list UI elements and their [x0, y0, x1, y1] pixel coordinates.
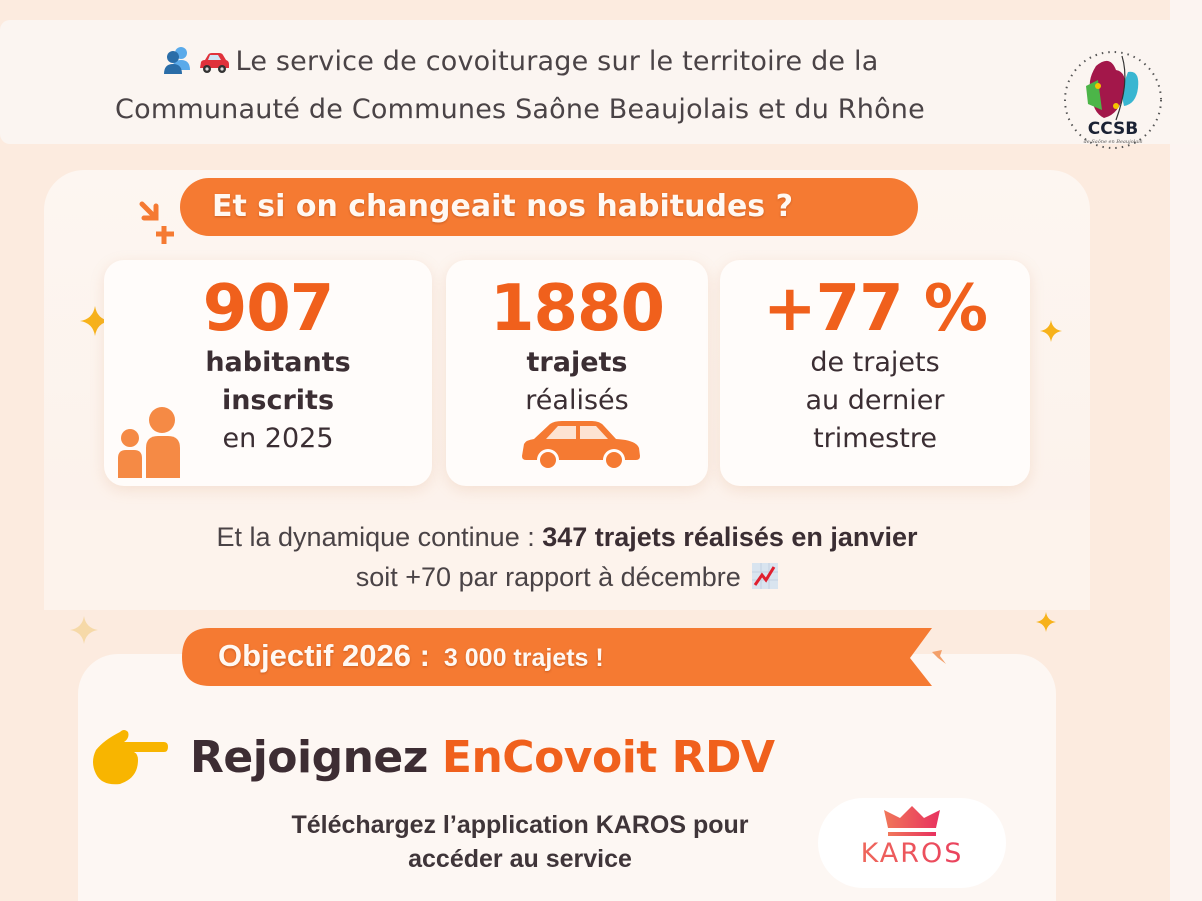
title-line-1: Le service de covoiturage sur le territo… — [235, 46, 879, 77]
stat-label: trimestre — [813, 423, 937, 454]
sparkle-icon — [70, 616, 98, 644]
stat-label: en 2025 — [222, 423, 334, 454]
headline-banner: Et si on changeait nos habitudes ? — [180, 178, 918, 236]
download-instructions: Téléchargez l’application KAROS pour acc… — [291, 811, 749, 873]
stat-label: trajets — [526, 347, 628, 378]
stat-card-trips: 1880 trajets réalisés — [446, 260, 708, 486]
sparkle-icon — [1036, 612, 1056, 632]
objective-value: 3 000 trajets ! — [443, 644, 604, 672]
confetti-icon — [932, 650, 946, 664]
crown-icon — [884, 806, 940, 836]
dynamics-line-2: soit +70 par rapport à décembre — [44, 562, 1090, 593]
dynamics-line-1: Et la dynamique continue : 347 trajets r… — [216, 522, 918, 552]
stat-label: habitants — [205, 347, 351, 378]
objective-label: Objectif 2026 : — [218, 638, 430, 673]
people-icon — [162, 44, 192, 88]
stat-value: 1880 — [489, 272, 665, 346]
karos-name: KAROS — [818, 838, 1006, 869]
brand-name: EnCovoit RDV — [441, 731, 775, 783]
header-banner: Le service de covoiturage sur le territo… — [0, 20, 1202, 149]
dynamics-highlight: 347 trajets réalisés en janvier — [542, 522, 918, 552]
car-icon — [522, 421, 640, 471]
page-title: Le service de covoiturage sur le territo… — [20, 40, 1020, 132]
stat-label: de trajets — [810, 347, 940, 378]
car-icon — [198, 44, 230, 88]
stat-label: au dernier — [805, 385, 945, 416]
join-heading: Rejoignez EnCovoit RDV — [90, 722, 775, 792]
stat-label: réalisés — [525, 385, 629, 416]
stat-card-registered: 907 habitants inscrits en 2025 — [104, 260, 432, 486]
people-icon — [118, 407, 180, 478]
ccsb-logo: CCSB de Saône en Beaujolais — [1058, 42, 1168, 158]
sparkle-icon — [1040, 320, 1062, 342]
stat-card-growth: +77 % de trajets au dernier trimestre — [720, 260, 1030, 486]
objective-banner: Objectif 2026 : 3 000 trajets ! — [180, 624, 932, 688]
arrow-decoration-icon — [139, 201, 174, 244]
title-line-2: Communauté de Communes Saône Beaujolais … — [115, 94, 925, 125]
right-margin-strip — [1170, 0, 1202, 901]
pointing-hand-icon — [93, 730, 168, 785]
stat-value: 907 — [202, 272, 335, 346]
dynamics-section: Et la dynamique continue : 347 trajets r… — [44, 510, 1090, 610]
sparkle-icon — [80, 306, 110, 336]
svg-text:de Saône en Beaujolais: de Saône en Beaujolais — [1084, 138, 1143, 145]
logo-text: CCSB — [1088, 119, 1138, 139]
chart-increasing-icon — [752, 563, 779, 589]
karos-app-badge[interactable]: KAROS — [818, 798, 1006, 888]
join-prefix: Rejoignez — [190, 731, 428, 783]
stat-label: inscrits — [221, 385, 335, 416]
stat-value: +77 % — [762, 272, 988, 346]
